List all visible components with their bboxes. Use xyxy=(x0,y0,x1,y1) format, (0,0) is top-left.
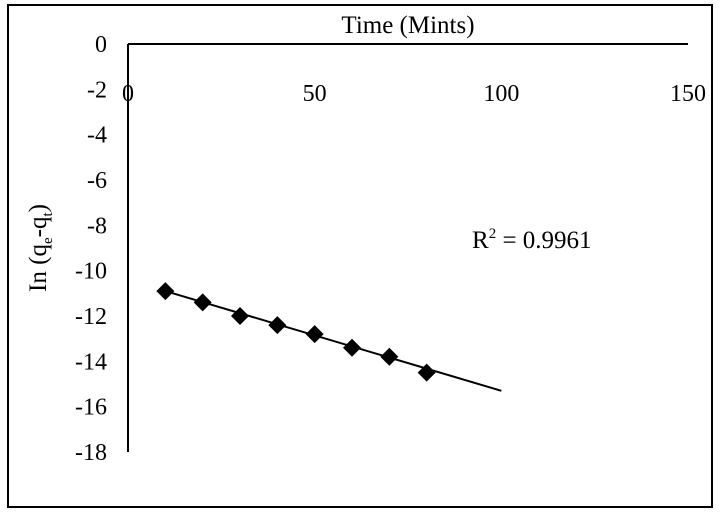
r-squared-annotation: R2 = 0.9961 xyxy=(472,226,592,254)
y-axis-title-close: ) xyxy=(25,204,52,212)
data-point xyxy=(156,282,175,301)
y-tick-label: -8 xyxy=(87,213,107,239)
x-tick-label: 0 xyxy=(122,81,134,107)
y-tick-label: -16 xyxy=(75,395,107,421)
y-tick-label: -2 xyxy=(87,77,107,103)
y-tick-label: -14 xyxy=(75,349,107,375)
trendline-group xyxy=(165,290,502,392)
y-axis-title-sub-e: e xyxy=(40,237,56,244)
x-tick-labels: 0 50 100 150 xyxy=(122,81,706,107)
y-tick-label: -6 xyxy=(87,168,107,194)
x-tick-label: 50 xyxy=(303,81,327,107)
trendline xyxy=(165,290,502,392)
y-tick-label: -12 xyxy=(75,304,107,330)
data-point xyxy=(343,338,361,357)
data-point xyxy=(380,347,399,366)
y-tick-labels: 0 -2 -4 -6 -8 -10 -12 -14 -16 -18 xyxy=(75,32,107,466)
x-tick-label: 150 xyxy=(670,81,706,107)
data-point xyxy=(193,293,212,312)
y-axis-title: In (qe-qt) xyxy=(25,204,56,292)
data-points xyxy=(156,282,436,382)
x-axis-title: Time (Mints) xyxy=(341,12,474,39)
y-axis-title-sub-t: t xyxy=(40,212,56,217)
y-tick-label: -4 xyxy=(87,123,107,149)
svg-text:In (qe-qt): In (qe-qt) xyxy=(25,204,56,292)
r-squared-sup: 2 xyxy=(489,226,497,242)
data-point xyxy=(231,307,249,325)
data-point xyxy=(417,363,436,382)
r-squared-base: R xyxy=(472,227,489,254)
r-squared-value: = 0.9961 xyxy=(496,227,591,254)
data-point xyxy=(268,316,287,335)
x-tick-label: 100 xyxy=(483,81,519,107)
y-axis-title-mid: -q xyxy=(25,216,52,237)
y-axis-title-main: In (q xyxy=(25,244,52,292)
y-tick-label: -10 xyxy=(75,259,107,285)
data-point xyxy=(305,325,324,344)
chart-border xyxy=(7,4,713,508)
y-tick-label: -18 xyxy=(75,440,107,466)
y-tick-label: 0 xyxy=(95,32,107,58)
